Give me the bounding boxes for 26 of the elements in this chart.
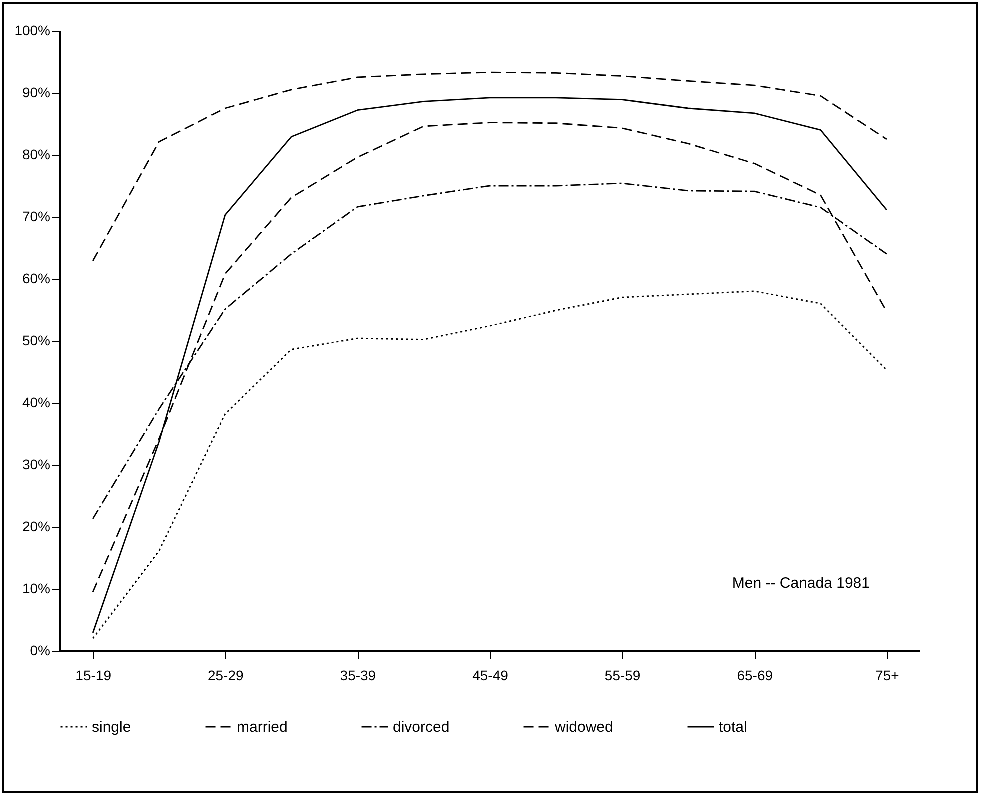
y-tick-label: 70%: [22, 208, 50, 224]
y-tick-label: 100%: [14, 22, 50, 38]
line-series: [92, 72, 888, 262]
x-tick-label: 15-19: [76, 668, 112, 684]
y-tick-label: 80%: [22, 146, 50, 162]
line-series: [92, 290, 888, 640]
y-tick-label: 20%: [22, 518, 50, 534]
x-tick-label: 25-29: [208, 668, 244, 684]
annotation: Men -- Canada 1981: [732, 575, 870, 592]
y-tick-label: 10%: [22, 580, 50, 596]
legend-label: divorced: [393, 719, 450, 736]
x-tick-label: 65-69: [737, 668, 774, 684]
x-tick-label: 55-59: [604, 668, 641, 684]
x-tick-label: 75+: [876, 668, 900, 684]
y-tick-label: 0%: [30, 642, 50, 658]
y-tick-label: 60%: [22, 270, 50, 286]
y-tick-label: 50%: [22, 332, 50, 348]
legend-label: married: [237, 719, 288, 736]
y-tick-label: 90%: [22, 84, 50, 100]
x-tick-label: 35-39: [340, 668, 376, 684]
legend-label: total: [719, 719, 748, 736]
legend-label: widowed: [554, 719, 614, 736]
legend-label: single: [92, 719, 132, 736]
x-tick-label: 45-49: [472, 668, 509, 684]
y-tick-label: 30%: [22, 456, 50, 472]
y-tick-label: 40%: [22, 394, 50, 410]
